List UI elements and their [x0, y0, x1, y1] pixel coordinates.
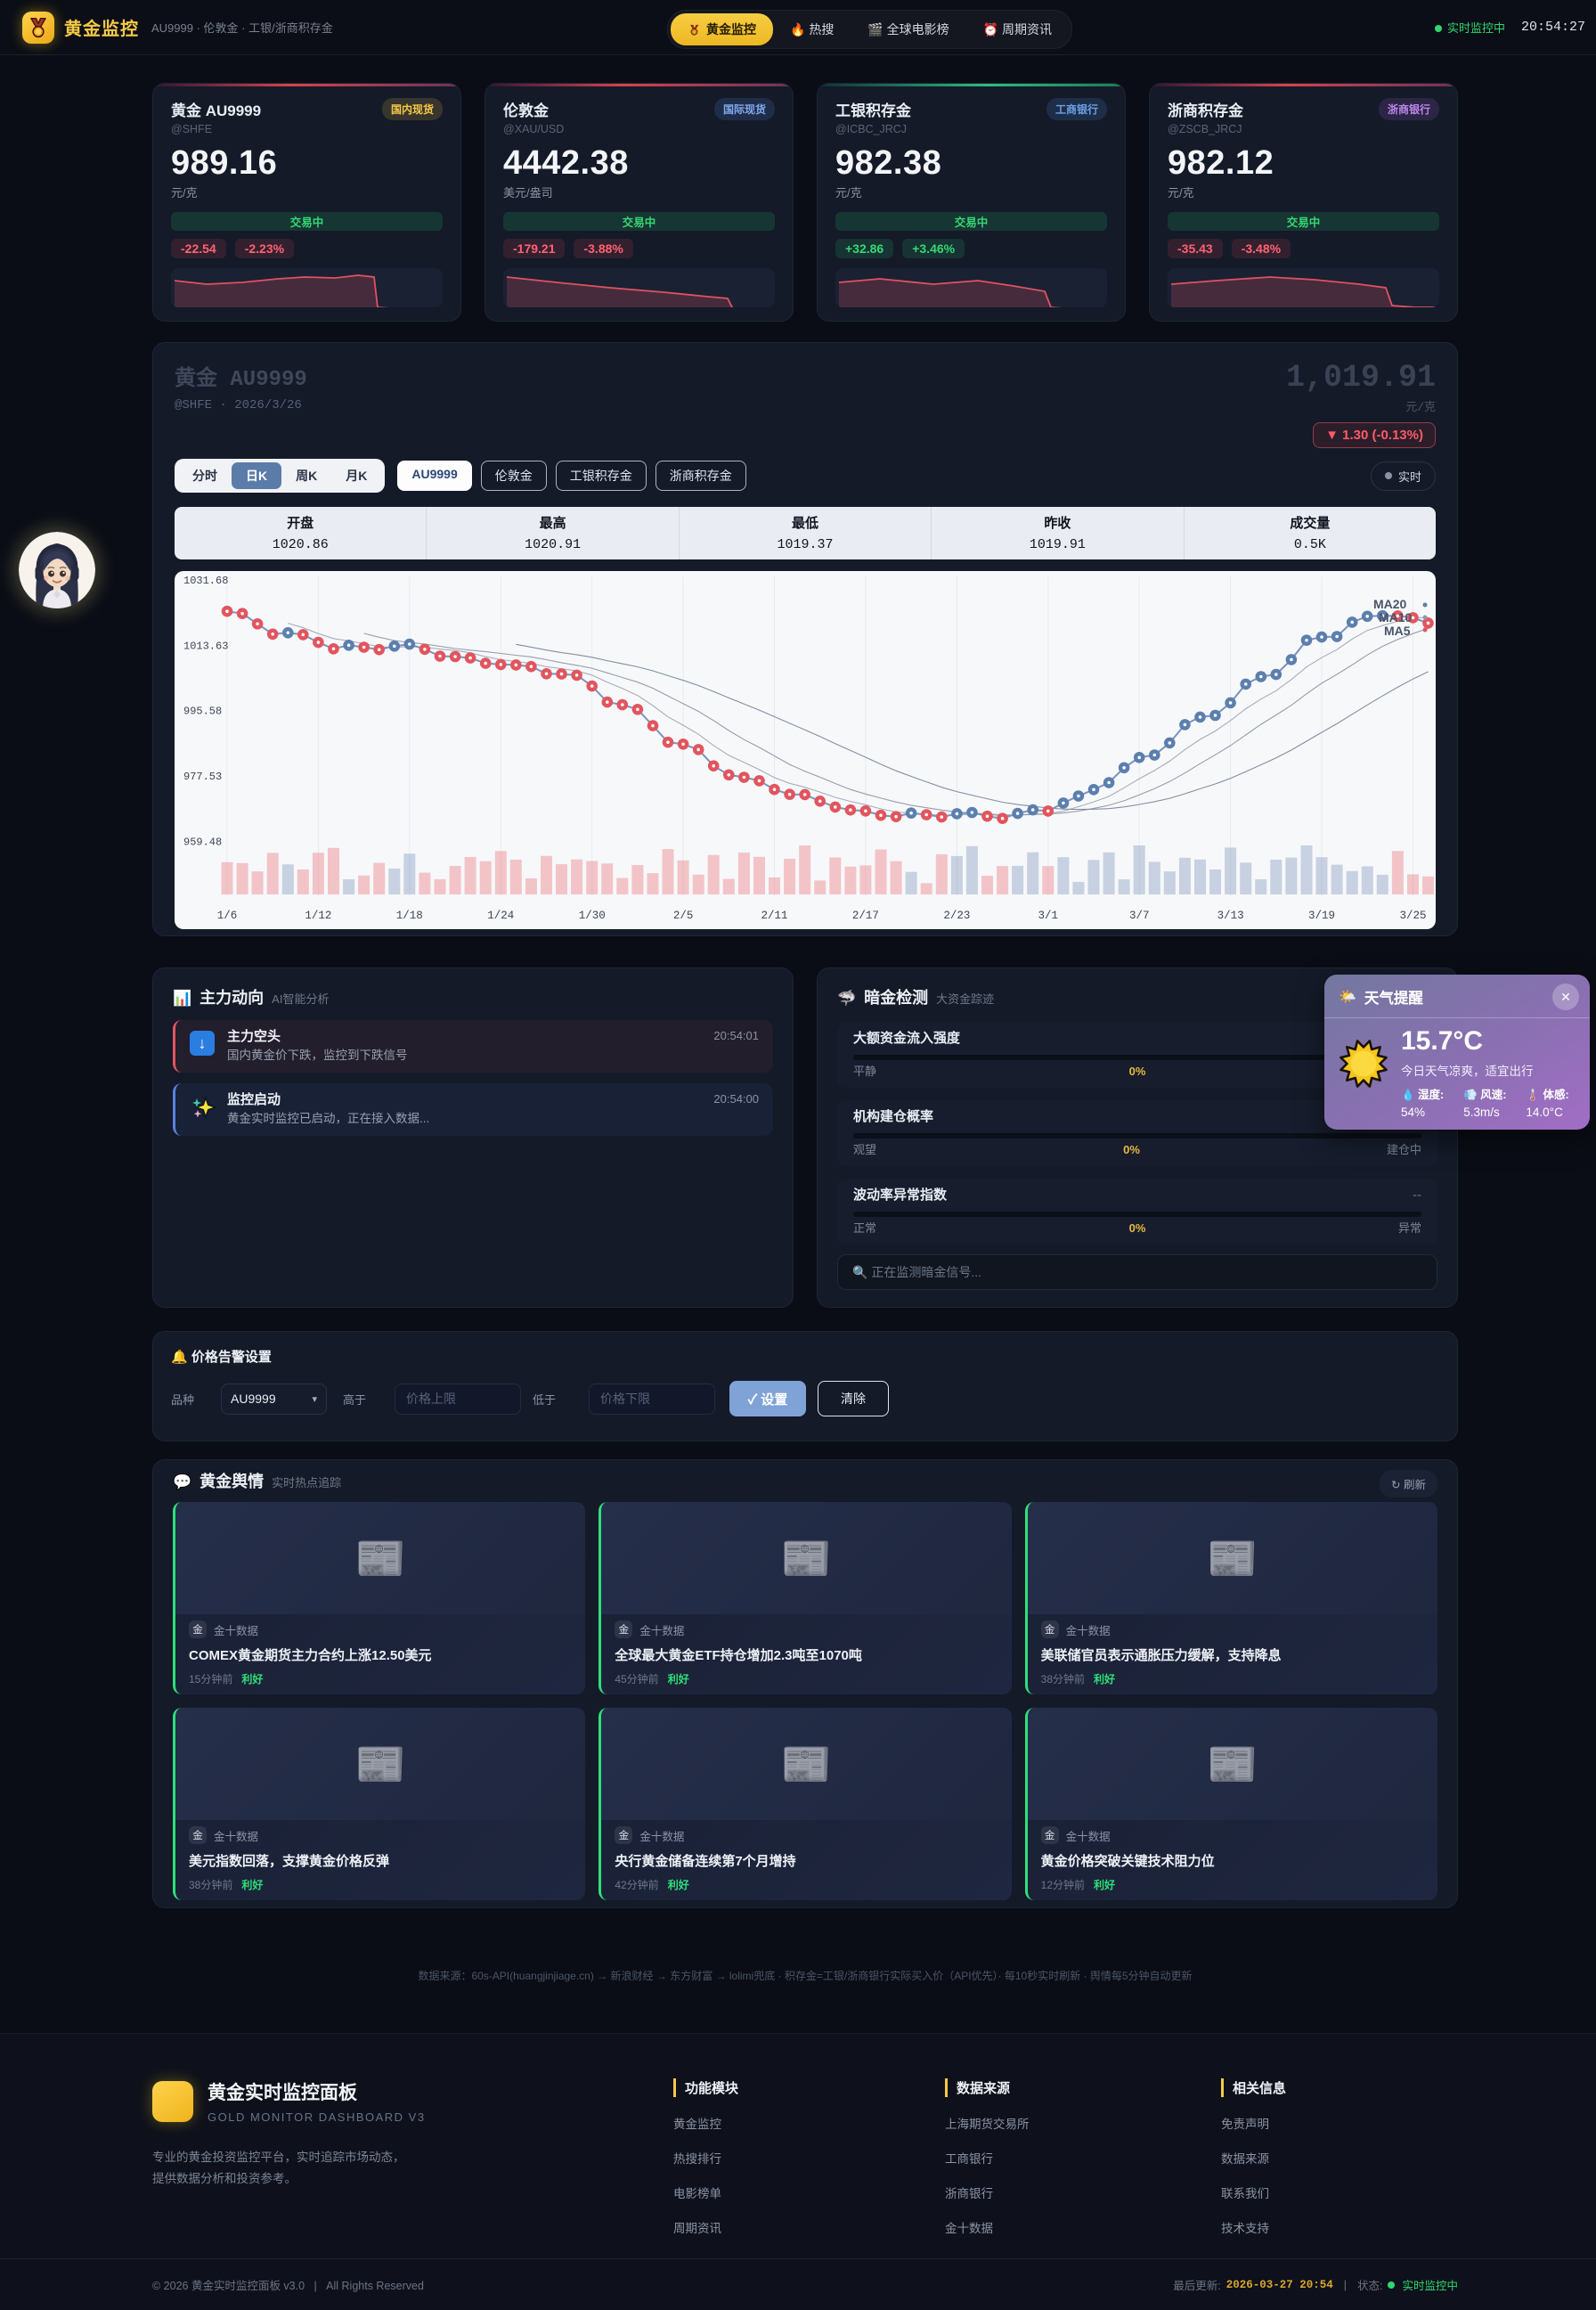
svg-text:3/19: 3/19 — [1308, 910, 1335, 922]
svg-text:977.53: 977.53 — [183, 771, 222, 783]
svg-text:2/23: 2/23 — [943, 910, 970, 922]
svg-text:3/13: 3/13 — [1217, 910, 1244, 922]
svg-text:1/12: 1/12 — [305, 910, 331, 922]
svg-text:1/24: 1/24 — [487, 910, 514, 922]
svg-text:1013.63: 1013.63 — [183, 640, 228, 652]
svg-text:2/17: 2/17 — [852, 910, 879, 922]
svg-text:2/5: 2/5 — [673, 910, 694, 922]
svg-text:1/18: 1/18 — [396, 910, 423, 922]
svg-text:1031.68: 1031.68 — [183, 575, 228, 587]
svg-text:3/7: 3/7 — [1129, 910, 1150, 922]
svg-text:995.58: 995.58 — [183, 706, 222, 718]
svg-text:3/1: 3/1 — [1038, 910, 1059, 922]
svg-text:MA20: MA20 — [1373, 597, 1407, 611]
svg-text:MA5: MA5 — [1384, 624, 1411, 638]
svg-text:1/30: 1/30 — [579, 910, 606, 922]
svg-text:2/11: 2/11 — [761, 910, 787, 922]
svg-text:1/6: 1/6 — [217, 910, 238, 922]
svg-text:3/25: 3/25 — [1399, 910, 1426, 922]
svg-text:MA10: MA10 — [1379, 610, 1413, 624]
svg-text:959.48: 959.48 — [183, 836, 222, 848]
